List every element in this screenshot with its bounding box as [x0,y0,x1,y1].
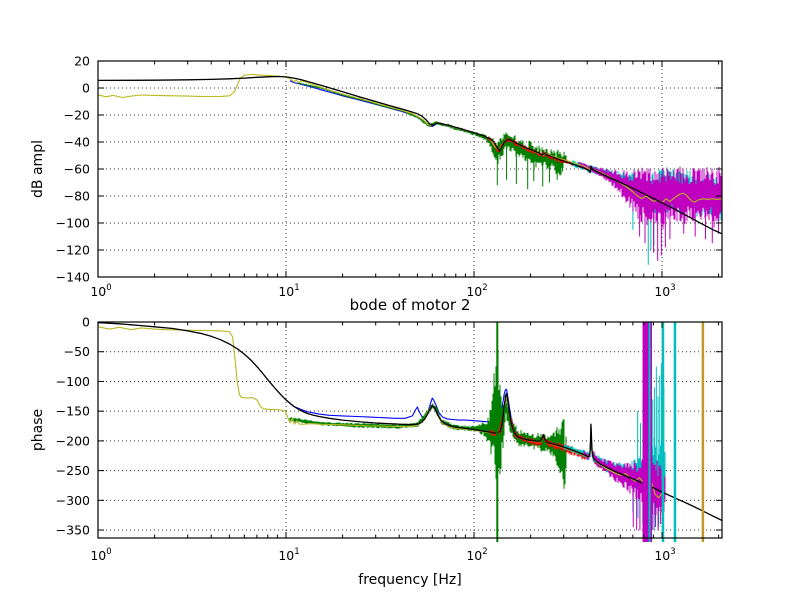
series-black-model-line [98,75,722,235]
x-tick-label: 103 [654,547,675,563]
y-tick-label: −40 [64,135,90,150]
x-tick-label: 100 [90,283,111,299]
y-tick-label: −60 [64,162,90,177]
y-tick-label: −100 [56,216,90,231]
x-axis-label: frequency [Hz] [358,572,461,588]
y-tick-label: −150 [56,404,90,419]
y-tick-label: −100 [56,374,90,389]
x-tick-label: 103 [654,283,675,299]
amplitude-y-axis-label: dB ampl [30,140,46,198]
y-tick-label: −250 [56,463,90,478]
y-tick-label: 0 [82,315,90,330]
series-black-model-line [98,322,722,522]
series-yellow-mean-line [98,326,665,501]
y-tick-label: 0 [82,81,90,96]
magenta-resonance-vband [642,322,653,542]
y-tick-label: −140 [56,270,90,285]
x-tick-label: 102 [466,547,487,563]
x-tick-label: 101 [278,283,299,299]
axis-ticks [97,321,722,538]
y-tick-label: −120 [56,243,90,258]
plot-frame [97,60,723,278]
y-tick-label: −200 [56,433,90,448]
y-tick-label: −350 [56,523,90,538]
x-tick-label: 101 [278,547,299,563]
y-tick-label: −80 [64,189,90,204]
gridlines [97,60,722,278]
series-group [98,322,722,531]
phase-y-axis-label: phase [30,409,46,451]
y-tick-label: −20 [64,108,90,123]
x-tick-label: 102 [466,283,487,299]
series-green-trace-band [297,82,567,176]
plot-frame [97,321,723,539]
x-tick-label: 100 [90,547,111,563]
gridlines [97,321,722,538]
series-group [98,73,722,265]
y-tick-label: −50 [64,344,90,359]
y-tick-label: −300 [56,493,90,508]
y-tick-label: 20 [74,54,90,69]
plot-title: bode of motor 2 [350,296,471,314]
